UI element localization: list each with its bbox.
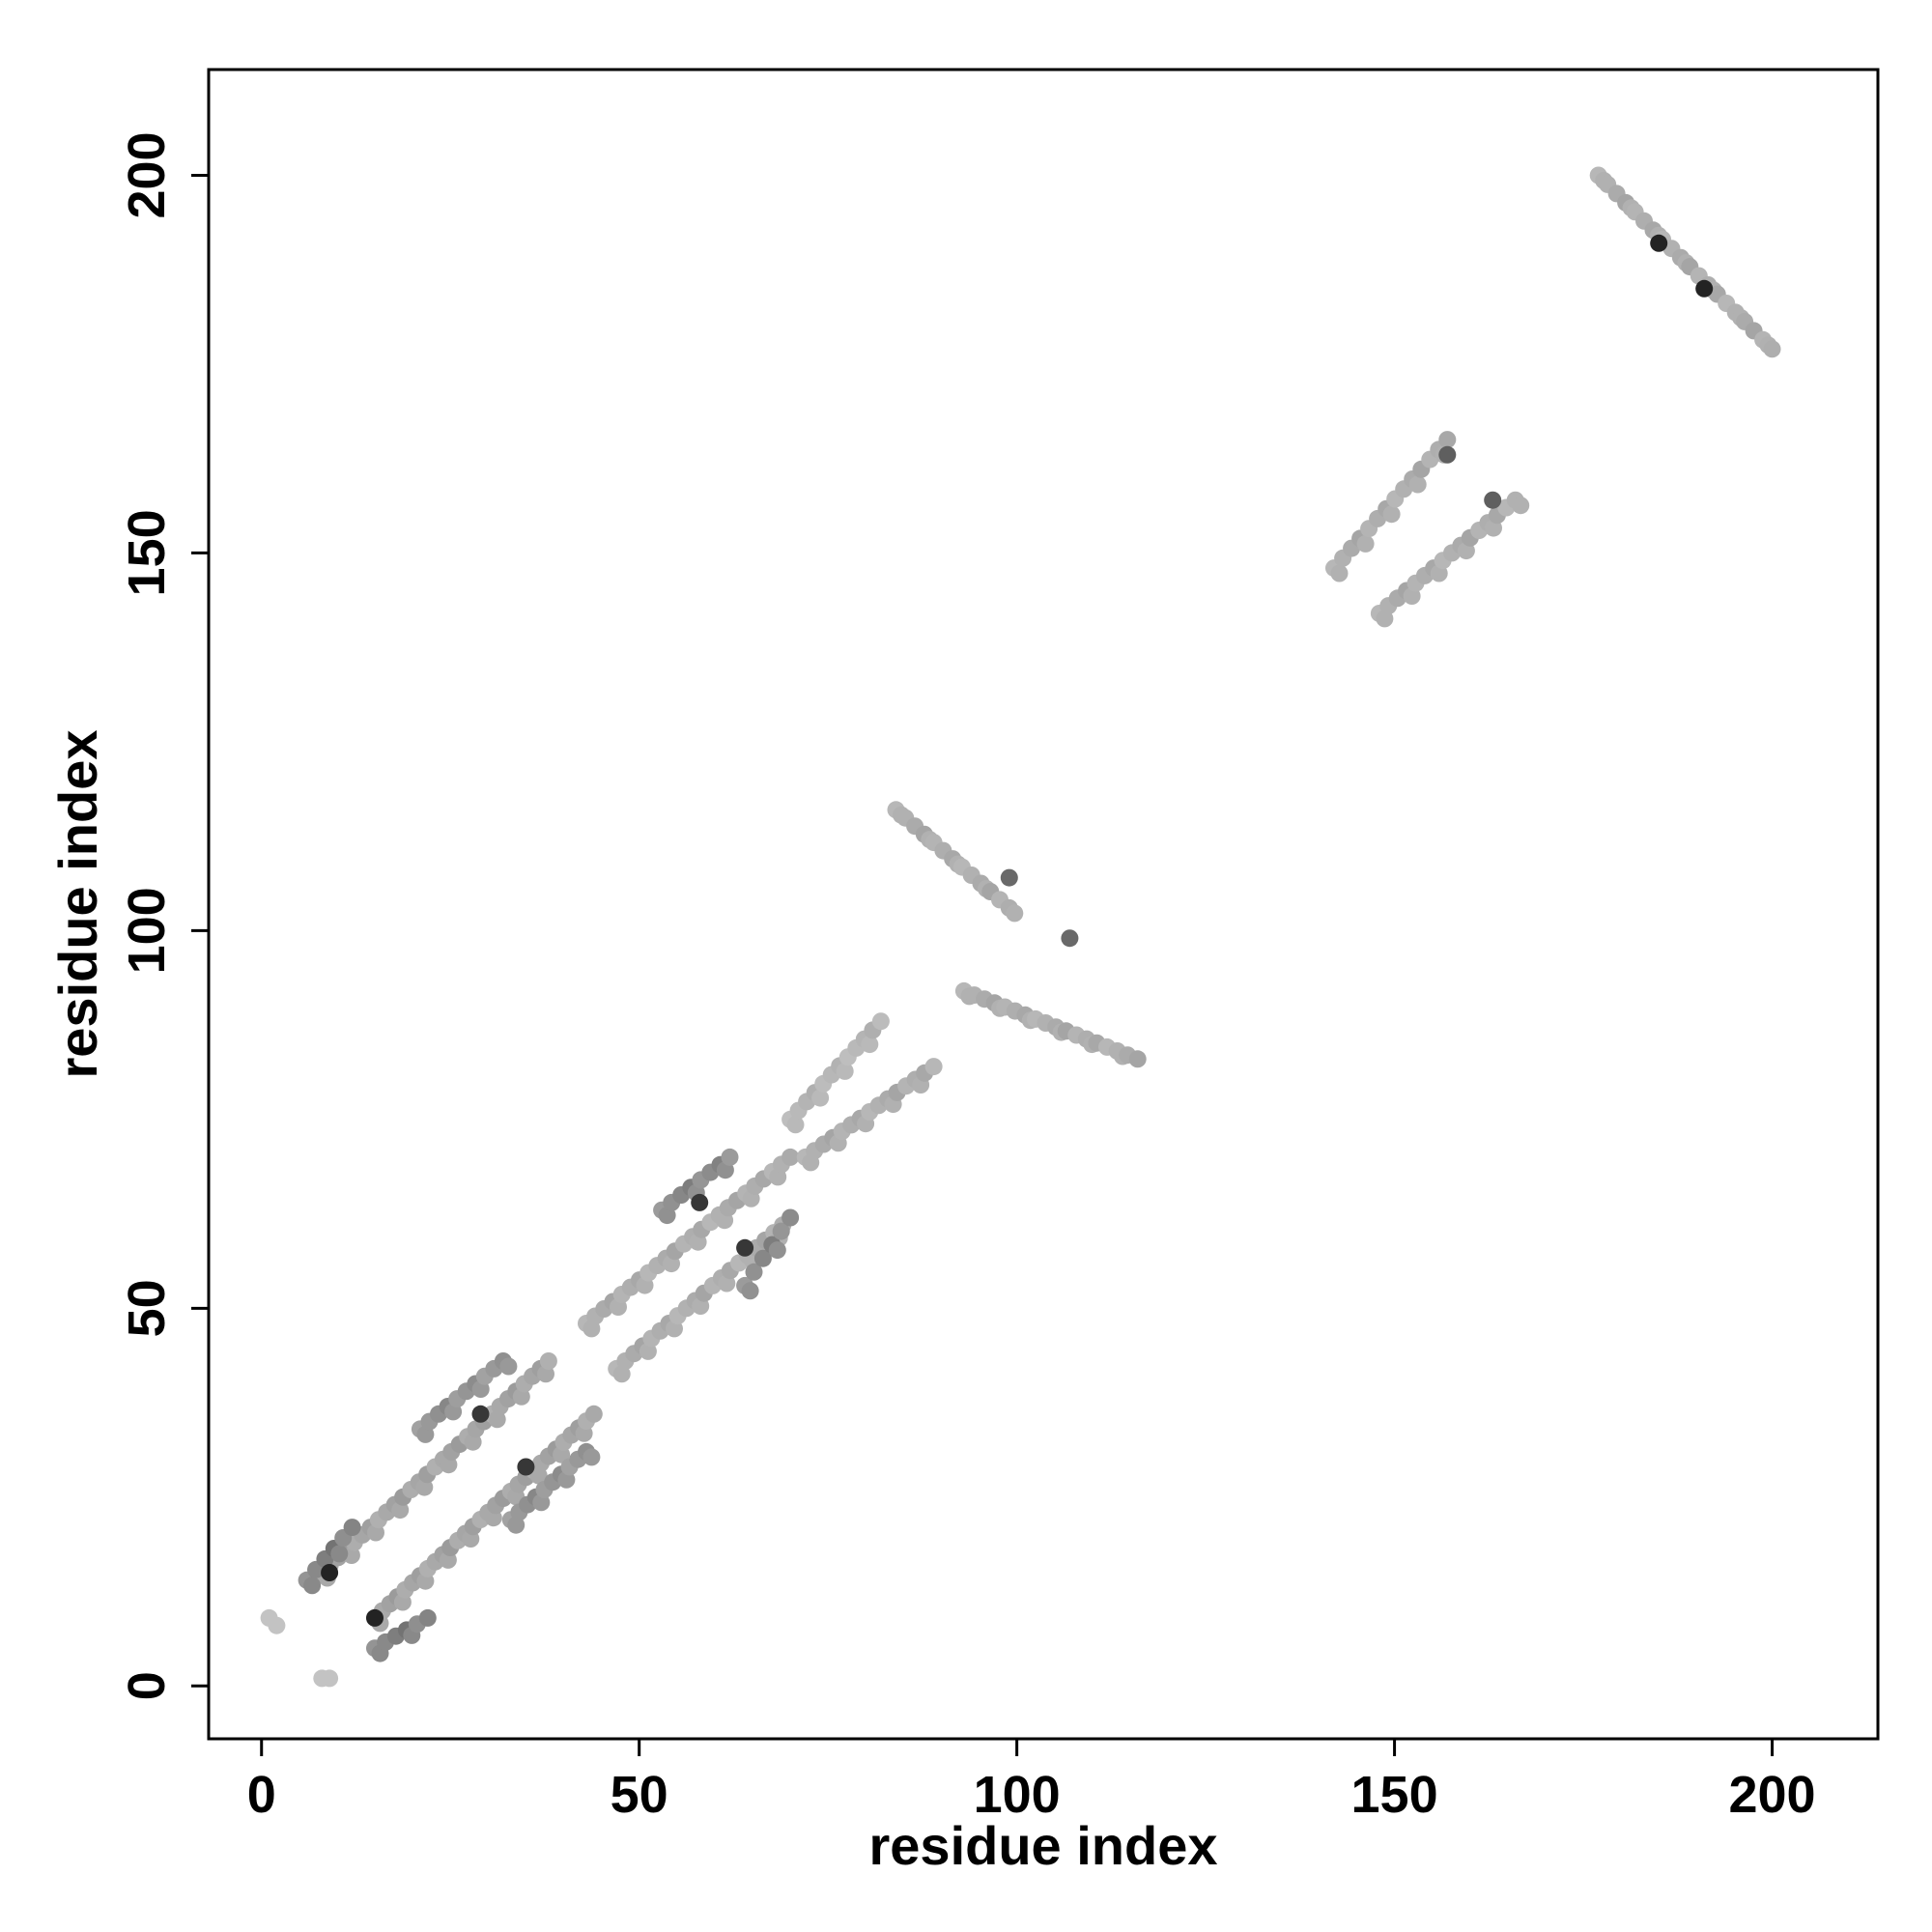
contact-point-346	[1763, 340, 1781, 358]
contact-point-202	[786, 1116, 805, 1134]
contact-point-196	[753, 1249, 772, 1267]
contact-point-86	[343, 1519, 361, 1537]
contact-point-254	[1006, 904, 1024, 923]
contact-point-297	[1438, 431, 1457, 449]
contact-point-195	[745, 1263, 763, 1281]
x-axis: 0 50 100 150 200	[247, 1739, 1816, 1824]
contact-point-356	[1484, 491, 1502, 509]
contact-point-292	[1408, 475, 1427, 494]
y-tick-label-3: 150	[118, 509, 176, 596]
x-tick-label-1: 50	[611, 1766, 668, 1824]
contact-point-210	[836, 1062, 854, 1080]
x-tick-label-0: 0	[247, 1766, 276, 1824]
contact-point-358	[1695, 279, 1714, 298]
plot-frame	[207, 68, 1880, 1741]
contact-point-319	[1512, 497, 1530, 515]
contact-point-284	[1356, 534, 1375, 553]
contact-point-84	[330, 1545, 349, 1563]
contact-point-80	[303, 1577, 322, 1595]
contact-point-122	[582, 1448, 601, 1466]
y-tick-label-2: 100	[118, 887, 176, 974]
contact-point-192	[721, 1148, 739, 1166]
contact-point-348	[366, 1608, 384, 1627]
y-axis: 0 50 100 150 200	[118, 131, 209, 1700]
contact-point-347	[321, 1564, 339, 1581]
contact-point-214	[861, 1036, 879, 1054]
contact-point-236	[924, 1058, 943, 1076]
contact-point-351	[691, 1193, 709, 1211]
contact-point-362	[260, 1608, 278, 1627]
contact-point-94	[418, 1608, 437, 1627]
x-tick-label-2: 100	[974, 1766, 1061, 1824]
contact-point-38	[539, 1352, 557, 1370]
contact-point-199	[772, 1222, 790, 1240]
contact-point-194	[741, 1282, 759, 1300]
contact-point-353	[1000, 868, 1018, 887]
points-layer	[260, 166, 1781, 1688]
x-tick-label-3: 150	[1351, 1766, 1438, 1824]
contact-point-355	[1438, 445, 1457, 464]
contact-point-361	[321, 1669, 339, 1688]
x-axis-title: residue index	[868, 1815, 1217, 1876]
contact-point-200	[781, 1208, 800, 1227]
contact-point-154	[781, 1148, 800, 1166]
y-axis-title: residue index	[47, 729, 108, 1078]
y-tick-label-1: 50	[118, 1279, 176, 1337]
contact-point-349	[471, 1405, 490, 1423]
contact-point-278	[1128, 1050, 1147, 1068]
contact-point-350	[517, 1458, 535, 1476]
contact-point-357	[1650, 234, 1668, 252]
contact-point-354	[1061, 929, 1079, 948]
contact-point-288	[1382, 505, 1401, 524]
y-tick-label-4: 200	[118, 131, 176, 218]
contact-point-206	[811, 1089, 830, 1107]
contact-point-78	[584, 1405, 603, 1423]
contact-point-352	[736, 1238, 754, 1257]
y-tick-label-0: 0	[118, 1671, 176, 1700]
contact-point-280	[1330, 564, 1349, 582]
x-tick-label-4: 200	[1728, 1766, 1815, 1824]
contact-point-198	[768, 1241, 786, 1260]
contact-point-108	[499, 1357, 518, 1376]
contact-point-216	[871, 1012, 890, 1031]
